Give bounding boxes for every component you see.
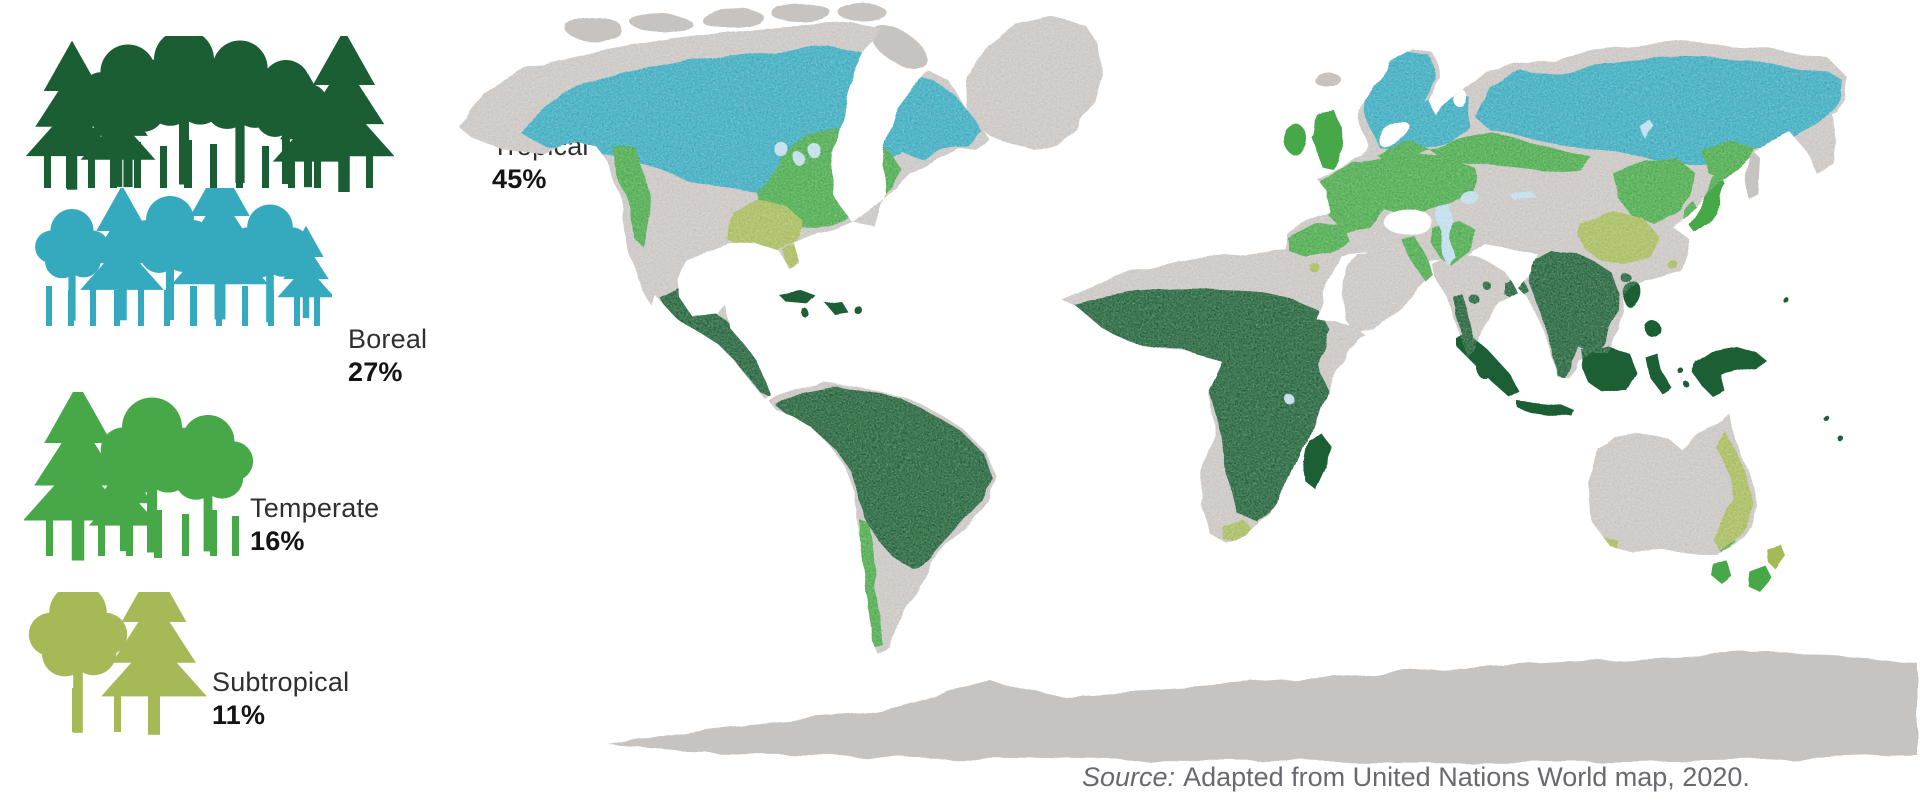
source-text: Adapted from United Nations World map, 2… xyxy=(1183,762,1750,792)
legend-label-boreal: Boreal 27% xyxy=(348,323,427,389)
islands xyxy=(780,112,1845,592)
subtropical-forest-icon xyxy=(26,592,208,736)
subtropical-trees xyxy=(28,592,207,735)
temperate-percent: 16% xyxy=(250,526,305,556)
boreal-forest-icon xyxy=(30,188,332,332)
boreal-trees xyxy=(35,188,332,326)
tropical-forest-icon xyxy=(22,36,394,192)
temperate-forest-icon xyxy=(24,392,258,562)
subtropical-percent: 11% xyxy=(212,700,266,730)
tropical-percent: 45% xyxy=(492,164,547,194)
subtropical-label: Subtropical xyxy=(212,667,350,697)
legend-label-temperate: Temperate 16% xyxy=(250,492,379,558)
legend-label-subtropical: Subtropical 11% xyxy=(212,666,349,732)
temperate-trees xyxy=(24,392,254,561)
source-note: Source: Adapted from United Nations World… xyxy=(1082,762,1750,793)
world-forest-map xyxy=(430,0,1920,811)
source-prefix: Source: xyxy=(1082,762,1176,792)
boreal-percent: 27% xyxy=(348,357,403,387)
boreal-label: Boreal xyxy=(348,324,428,354)
temperate-label: Temperate xyxy=(250,493,380,523)
map-layers xyxy=(460,3,1918,763)
tropical-trees xyxy=(25,36,394,192)
antarctica xyxy=(610,653,1918,763)
